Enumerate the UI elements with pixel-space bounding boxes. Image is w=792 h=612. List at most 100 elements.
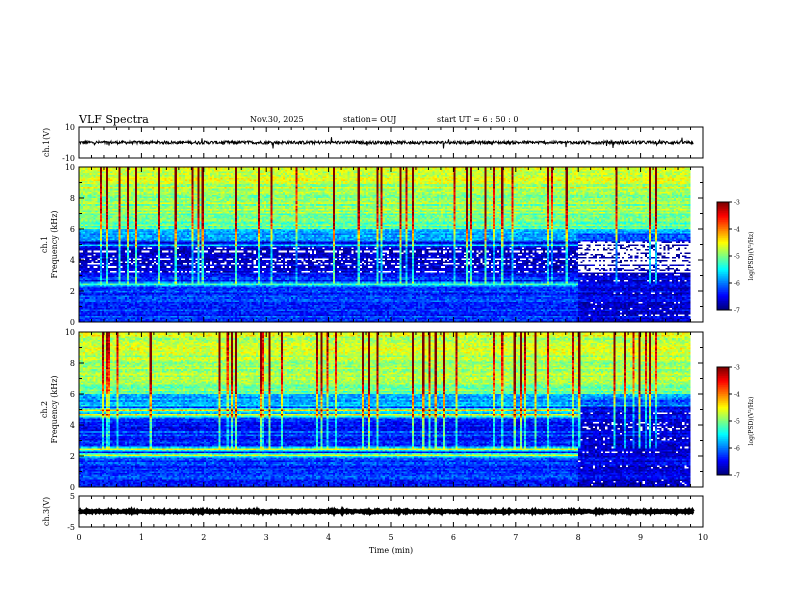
colorbar-segment (717, 446, 729, 449)
ch2-spectrogram-colorbar-label: log(PSD)(V²/Hz) (748, 397, 755, 446)
colorbar-segment (717, 270, 729, 273)
colorbar-segment (717, 430, 729, 433)
y-tick-label: 10 (65, 123, 75, 132)
colorbar-tick-label: -7 (734, 308, 740, 315)
colorbar-segment (717, 404, 729, 408)
colorbar-segment (717, 306, 729, 309)
ch1-waveform-axes: 10 -10 ch.1(V) (42, 123, 704, 163)
colorbar-tick-label: -5 (734, 254, 740, 261)
y-tick-label: 0 (70, 483, 75, 492)
colorbar-segment (717, 218, 729, 221)
colorbar-segment (717, 239, 729, 243)
plot-title: VLF Spectra (79, 113, 149, 126)
colorbar-segment (717, 295, 729, 298)
colorbar-segment (717, 214, 729, 217)
ch3-waveform-axes: 5 -5 ch.3(V) (42, 492, 704, 532)
colorbar-segment (717, 221, 729, 225)
colorbar-segment (717, 413, 729, 417)
ch1-spectrogram-ylabel: ch.1Frequency (kHz) (40, 210, 59, 278)
colorbar-segment (717, 227, 729, 230)
station-label: station= OUJ (343, 115, 397, 124)
colorbar-segment (717, 377, 729, 381)
colorbar-segment (717, 462, 729, 465)
colorbar-segment (717, 469, 729, 472)
colorbar-segment (717, 308, 729, 311)
y-tick-label: 2 (70, 287, 75, 296)
ch1-spectrogram-axes: 0 2 4 6 8 10 ch.1Frequency (kHz) (40, 163, 704, 327)
y-tick-label: -10 (62, 154, 75, 163)
colorbar-segment (717, 272, 729, 275)
colorbar-segment (717, 467, 729, 471)
colorbar-segment (717, 302, 729, 306)
y-tick-label: -5 (67, 523, 75, 532)
colorbar-segment (717, 241, 729, 244)
colorbar-segment (717, 293, 729, 297)
ch2-spectrogram-colorbar: -3 -4 -5 -6 -7 log(PSD)(V²/Hz) (716, 365, 755, 480)
colorbar-segment (717, 374, 729, 377)
colorbar-segment (717, 202, 729, 205)
colorbar-tick-label: -3 (734, 365, 740, 372)
colorbar-segment (717, 460, 729, 463)
colorbar-segment (717, 225, 729, 228)
y-tick-label: 8 (70, 194, 75, 203)
x-tick-label: 6 (451, 533, 456, 542)
colorbar-segment (717, 220, 729, 223)
x-tick-label: 4 (326, 533, 331, 542)
colorbar-segment (717, 259, 729, 262)
ch2-spectrogram-image (79, 332, 703, 487)
colorbar-segment (717, 449, 729, 453)
colorbar-segment (717, 216, 729, 219)
colorbar-segment (717, 431, 729, 435)
colorbar-segment (717, 281, 729, 284)
colorbar-tick-label: -4 (734, 392, 740, 399)
ch3-waveform-ylabel: ch.3(V) (42, 497, 51, 526)
colorbar-segment (717, 386, 729, 390)
colorbar-segment (717, 238, 729, 241)
colorbar-segment (717, 458, 729, 462)
y-tick-label: 5 (70, 492, 75, 501)
colorbar-segment (717, 422, 729, 426)
colorbar-tick-label: -6 (734, 446, 740, 453)
colorbar-segment (717, 381, 729, 384)
colorbar-segment (717, 248, 729, 252)
colorbar-segment (717, 230, 729, 234)
colorbar-segment (717, 299, 729, 302)
colorbar-segment (717, 283, 729, 286)
y-tick-label: 6 (70, 390, 75, 399)
colorbar-segment (717, 424, 729, 427)
x-tick-label: 0 (76, 533, 81, 542)
y-tick-label: 0 (70, 318, 75, 327)
colorbar-segment (717, 368, 729, 372)
colorbar-tick-label: -3 (734, 200, 740, 207)
colorbar-segment (717, 263, 729, 266)
colorbar-segment (717, 408, 729, 411)
colorbar-segment (717, 301, 729, 304)
colorbar-segment (717, 254, 729, 257)
colorbar-segment (717, 250, 729, 253)
y-tick-label: 4 (70, 421, 75, 430)
x-tick-label: 9 (638, 533, 643, 542)
colorbar-segment (717, 383, 729, 386)
colorbar-segment (717, 252, 729, 255)
colorbar-segment (717, 388, 729, 391)
colorbar-segment (717, 417, 729, 420)
colorbar-segment (717, 284, 729, 288)
colorbar-segment (717, 440, 729, 444)
colorbar-segment (717, 421, 729, 424)
colorbar-segment (717, 433, 729, 436)
x-tick-label: 8 (576, 533, 581, 542)
colorbar-segment (717, 372, 729, 375)
ch2-spectrogram-axes: 0 2 4 6 8 10 ch.2Frequency (kHz) (40, 328, 704, 492)
ch3-waveform-trace (77, 505, 695, 518)
colorbar-segment (717, 426, 729, 429)
colorbar-tick-label: -7 (734, 473, 740, 480)
x-tick-label: 1 (139, 533, 144, 542)
colorbar-segment (717, 232, 729, 235)
colorbar-segment (717, 274, 729, 277)
colorbar-segment (717, 442, 729, 445)
colorbar-segment (717, 223, 729, 226)
colorbar-segment (717, 399, 729, 402)
x-tick-label: 10 (698, 533, 708, 542)
y-tick-label: 10 (65, 328, 75, 337)
colorbar-segment (717, 292, 729, 295)
